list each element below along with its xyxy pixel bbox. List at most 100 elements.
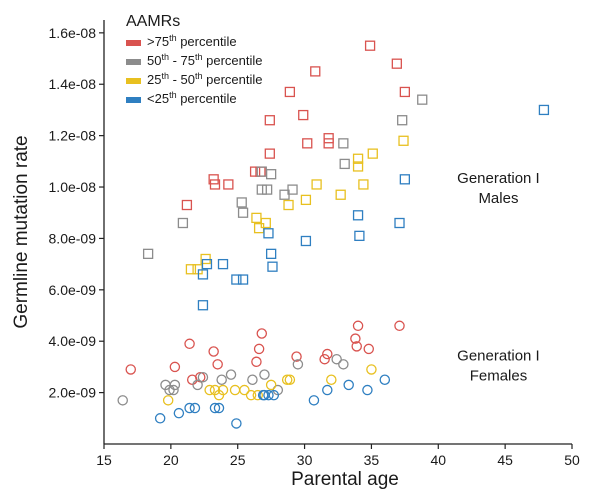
data-point-circle [292, 359, 304, 370]
data-point-circle [322, 348, 333, 360]
y-tick-label: 4.0e-09 [49, 333, 97, 349]
data-point-square [354, 230, 365, 242]
data-point-square [335, 189, 346, 200]
legend-swatch [126, 78, 141, 84]
x-tick-label: 50 [564, 452, 580, 468]
data-point-circle [338, 359, 349, 370]
data-point-square [261, 184, 273, 195]
x-tick-label: 30 [297, 452, 313, 468]
annotation-text: Generation I [457, 347, 540, 364]
legend-swatch [126, 40, 141, 46]
data-point-square [223, 179, 234, 190]
data-point-square [364, 40, 376, 51]
data-point-square [264, 115, 275, 126]
data-point-square [260, 217, 271, 229]
data-point-circle [162, 395, 174, 406]
y-tick-label: 1.0e-08 [49, 179, 97, 195]
data-point-circle [212, 359, 223, 370]
data-point-circle [154, 413, 166, 424]
data-point-square [142, 248, 154, 259]
data-point-circle [350, 333, 361, 344]
data-point-square [217, 258, 229, 270]
data-point-circle [379, 374, 391, 386]
data-point-circle [256, 328, 268, 339]
data-point-circle [125, 364, 136, 375]
data-point-circle [362, 384, 373, 396]
data-point-circle [231, 418, 242, 429]
data-point-square [352, 210, 364, 221]
y-tick-label: 1.2e-08 [49, 128, 97, 144]
data-point-square [237, 207, 249, 218]
data-point-circle [213, 402, 225, 414]
data-point-circle [245, 389, 257, 401]
data-point-circle [189, 402, 201, 414]
data-point-circle [216, 374, 227, 386]
data-point-square [284, 86, 296, 98]
data-point-square [181, 199, 193, 211]
x-tick-label: 45 [497, 452, 513, 468]
data-point-square [352, 161, 364, 172]
data-point-square [283, 199, 294, 211]
data-point-square [397, 115, 408, 126]
data-point-square [311, 179, 322, 190]
data-point-square [197, 269, 209, 280]
data-point-circle [184, 402, 195, 414]
data-point-circle [281, 374, 293, 386]
data-point-circle [168, 384, 179, 396]
y-tick-label: 8.0e-09 [49, 230, 97, 246]
data-point-square [185, 264, 197, 275]
data-point-circle [253, 343, 265, 355]
x-tick-label: 25 [230, 452, 246, 468]
data-point-circle [217, 384, 229, 396]
data-point-square [197, 300, 209, 311]
data-point-square [394, 217, 405, 229]
x-axis-title: Parental age [291, 469, 399, 490]
y-tick-label: 2.0e-09 [49, 385, 97, 401]
legend: AAMRs >75th percentile 50th - 75th percen… [126, 13, 263, 106]
data-point-circle [195, 371, 206, 383]
data-point-circle [209, 402, 221, 414]
data-point-square [263, 228, 274, 239]
data-point-square [267, 261, 278, 272]
annotation-text: Females [470, 367, 528, 384]
data-point-square [352, 153, 364, 164]
legend-label: >75th percentile [147, 33, 237, 49]
data-point-square [265, 248, 277, 259]
data-point-circle [326, 374, 337, 386]
data-point-circle [352, 320, 364, 332]
legend-label: 25th - 50th percentile [147, 71, 263, 87]
data-point-square [256, 184, 267, 195]
data-point-circle [363, 343, 375, 355]
y-axis-title: Germline mutation rate [11, 135, 32, 328]
x-tick-label: 40 [430, 452, 446, 468]
data-point-circle [184, 338, 195, 350]
data-point-circle [394, 320, 405, 332]
x-axis: 15 20 25 30 35 40 45 50 [96, 443, 580, 468]
data-point-square [391, 58, 402, 69]
data-point-circle [366, 364, 377, 375]
legend-label: <25th percentile [147, 90, 237, 106]
legend-label: 50th - 75th percentile [147, 52, 263, 68]
data-point-square [300, 194, 312, 206]
data-point-circle [351, 341, 362, 352]
data-point-circle [322, 384, 333, 396]
data-point-square [399, 174, 411, 185]
data-point-square [538, 104, 550, 116]
data-point-circle [291, 351, 302, 362]
data-point-square [302, 138, 313, 149]
data-point-circle [259, 369, 270, 380]
data-point-square [339, 158, 350, 170]
data-point-square [310, 66, 321, 77]
data-point-square [236, 197, 247, 208]
data-point-square [417, 94, 428, 105]
data-point-square [300, 235, 312, 247]
annotation-text: Generation I [457, 170, 540, 187]
data-point-circle [117, 395, 128, 406]
data-point-circle [247, 374, 258, 386]
legend-swatch [126, 97, 141, 103]
data-point-square [298, 109, 309, 121]
legend-title: AAMRs [126, 13, 180, 30]
data-point-circle [319, 353, 330, 365]
legend-swatch [126, 59, 141, 65]
